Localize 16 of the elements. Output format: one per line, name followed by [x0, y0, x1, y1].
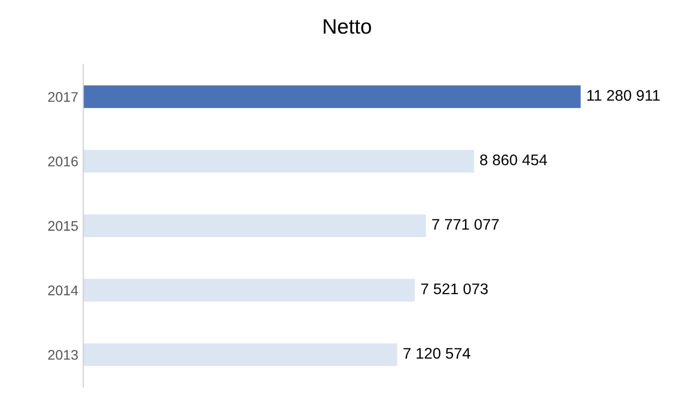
bar: [83, 278, 415, 302]
data-label: 7 771 077: [432, 218, 499, 230]
y-tick-label: 2017: [48, 92, 78, 102]
y-tick-label: 2016: [48, 156, 78, 166]
data-label: 11 280 911: [587, 90, 660, 101]
bar: [83, 150, 474, 172]
data-label: 7 120 574: [404, 348, 470, 359]
bar: [83, 343, 398, 366]
y-tick-label: 2014: [48, 285, 78, 296]
bar: [83, 85, 581, 108]
y-tick-label: 2013: [48, 350, 78, 360]
data-label: 8 860 454: [480, 154, 548, 166]
chart-title: Netto: [324, 19, 372, 34]
data-label: 7 521 073: [421, 283, 488, 294]
bar: [83, 214, 426, 237]
y-tick-label: 2015: [48, 221, 78, 231]
